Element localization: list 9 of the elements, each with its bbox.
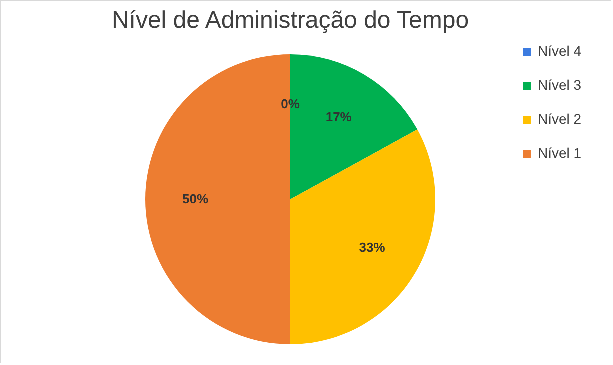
legend-label: Nível 4	[538, 43, 582, 59]
legend-label: Nível 3	[538, 77, 582, 93]
legend-label: Nível 2	[538, 111, 582, 127]
data-label: 33%	[359, 240, 386, 255]
pie-slice	[290, 130, 436, 344]
legend-label: Nível 1	[538, 145, 582, 161]
data-label: 50%	[182, 192, 209, 206]
data-label: 17%	[326, 110, 352, 125]
chart-title: Nível de Administração do Tempo	[112, 7, 470, 34]
